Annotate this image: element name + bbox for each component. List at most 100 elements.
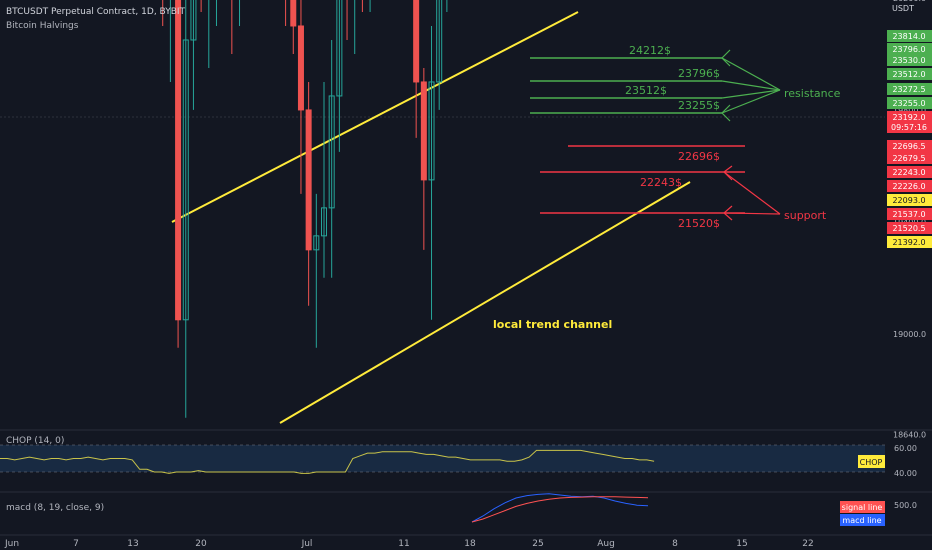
x-tick-label: Jun — [4, 539, 19, 549]
price-tag-bg — [887, 43, 932, 55]
y-tick-label: 19800.0 — [893, 106, 926, 115]
price-tag-bg — [887, 30, 932, 42]
price-tag: 22679.5 — [892, 154, 925, 163]
candle-body — [328, 95, 335, 209]
macd-tag: macd line — [842, 516, 881, 525]
price-tag: 23814.0 — [892, 32, 925, 41]
resistance-level-label: 23255$ — [678, 99, 720, 112]
arrow-head — [723, 165, 733, 181]
price-tag: 23272.5 — [892, 85, 925, 94]
arrow-head — [723, 205, 733, 221]
chop-panel: 60.00 40.00 CHOP — [0, 444, 917, 478]
support-level-label: 22696$ — [678, 150, 720, 163]
price-tag-bg — [887, 152, 932, 164]
candle-body — [313, 235, 320, 251]
price-tag: 21537.0 — [892, 210, 925, 219]
time-axis: Jun 7 13 20 Jul 11 18 25 Aug 8 15 22 — [4, 539, 814, 549]
price-tag-bg — [887, 222, 932, 234]
candle-body — [190, 0, 197, 41]
signal-tag-bg — [840, 501, 885, 513]
resistance-arrow — [721, 89, 781, 99]
x-tick-label: 8 — [672, 539, 678, 549]
x-tick-label: 13 — [127, 539, 138, 549]
price-tag-bg — [887, 236, 932, 248]
candle — [169, 0, 171, 82]
price-tag: 22093.0 — [892, 196, 925, 205]
trend-channel: local trend channel — [171, 11, 691, 424]
price-tag-bg — [887, 111, 932, 133]
symbol-title[interactable]: BTCUSDT Perpetual Contract, 1D, BYBIT — [6, 7, 186, 17]
candle — [297, 0, 304, 194]
price-tags: 23814.0 23796.0 23530.0 23512.0 23272.5 23255… — [887, 30, 932, 248]
y-tick-label: 18640.0 — [893, 431, 926, 440]
price-tag: 23530.0 — [892, 56, 925, 65]
level-lines: 24212$ 23796$ 23512$ 23255$ resistance 22696$… — [530, 44, 841, 230]
support-label: support — [784, 209, 827, 222]
price-tag: 22696.5 — [892, 142, 925, 151]
resistance-arrow — [721, 89, 781, 114]
price-tag: 21392.0 — [892, 238, 925, 247]
x-tick-label: 11 — [398, 539, 409, 549]
x-tick-label: 15 — [736, 539, 747, 549]
price-tag-bg — [887, 54, 932, 66]
price-tag-bg — [887, 140, 932, 152]
candle-body — [428, 81, 435, 181]
x-tick-label: Jul — [301, 539, 313, 549]
macd-label[interactable]: macd (8, 19, close, 9) — [6, 503, 105, 513]
resistance-level-label: 23796$ — [678, 67, 720, 80]
candle — [305, 81, 312, 306]
price-tag: 23192.0 — [892, 113, 925, 122]
price-tag-bg — [887, 83, 932, 95]
arrow-head — [721, 104, 731, 122]
chop-line — [0, 449, 655, 474]
candle-body — [290, 0, 297, 27]
candle — [428, 25, 435, 320]
price-tag-bg — [887, 194, 932, 206]
candle — [231, 0, 233, 54]
candle-body — [436, 0, 443, 83]
price-tag: 21520.5 — [892, 224, 925, 233]
price-tag: 23255.0 — [892, 99, 925, 108]
support-arrow — [723, 212, 781, 215]
chop-label[interactable]: CHOP (14, 0) — [6, 436, 65, 446]
price-tag-bg — [887, 180, 932, 192]
chop-level-label: 60.00 — [894, 444, 917, 453]
halvings-indicator[interactable]: Bitcoin Halvings — [6, 21, 79, 31]
x-tick-label: 22 — [802, 539, 813, 549]
candle — [420, 67, 427, 250]
candle-body — [420, 81, 427, 181]
candle-body — [413, 0, 420, 83]
resistance-arrow — [721, 57, 781, 91]
y-tick-label: 19000.0 — [893, 330, 926, 339]
candles — [162, 0, 448, 418]
candle-body — [321, 207, 327, 237]
candle — [290, 0, 297, 54]
candle-body — [182, 39, 189, 321]
candle — [313, 193, 320, 348]
chop-level-label: 40.00 — [894, 469, 917, 478]
price-tag: 23512.0 — [892, 70, 925, 79]
arrow-head — [721, 49, 731, 67]
candle — [182, 0, 189, 418]
resistance-arrow — [721, 80, 781, 91]
support-level-label: 22243$ — [640, 176, 682, 189]
candle-body — [297, 25, 304, 111]
candle — [328, 39, 335, 278]
resistance-label: resistance — [784, 87, 841, 100]
resistance-level-label: 24212$ — [629, 44, 671, 57]
chop-tag-bg — [858, 455, 885, 468]
x-tick-label: 7 — [73, 539, 79, 549]
macd-panel: 500.0 signal line macd line — [471, 493, 917, 526]
resistance-level-label: 23512$ — [625, 84, 667, 97]
grid-lines — [0, 116, 932, 536]
x-tick-label: 25 — [532, 539, 543, 549]
candle — [208, 0, 210, 68]
channel-label: local trend channel — [493, 318, 612, 331]
price-tag: 22226.0 — [892, 182, 925, 191]
macd-level-label: 500.0 — [894, 501, 917, 510]
macd-line — [471, 493, 649, 523]
channel-upper-line — [171, 11, 579, 223]
support-arrow — [723, 171, 781, 215]
support-level-label: 21520$ — [678, 217, 720, 230]
